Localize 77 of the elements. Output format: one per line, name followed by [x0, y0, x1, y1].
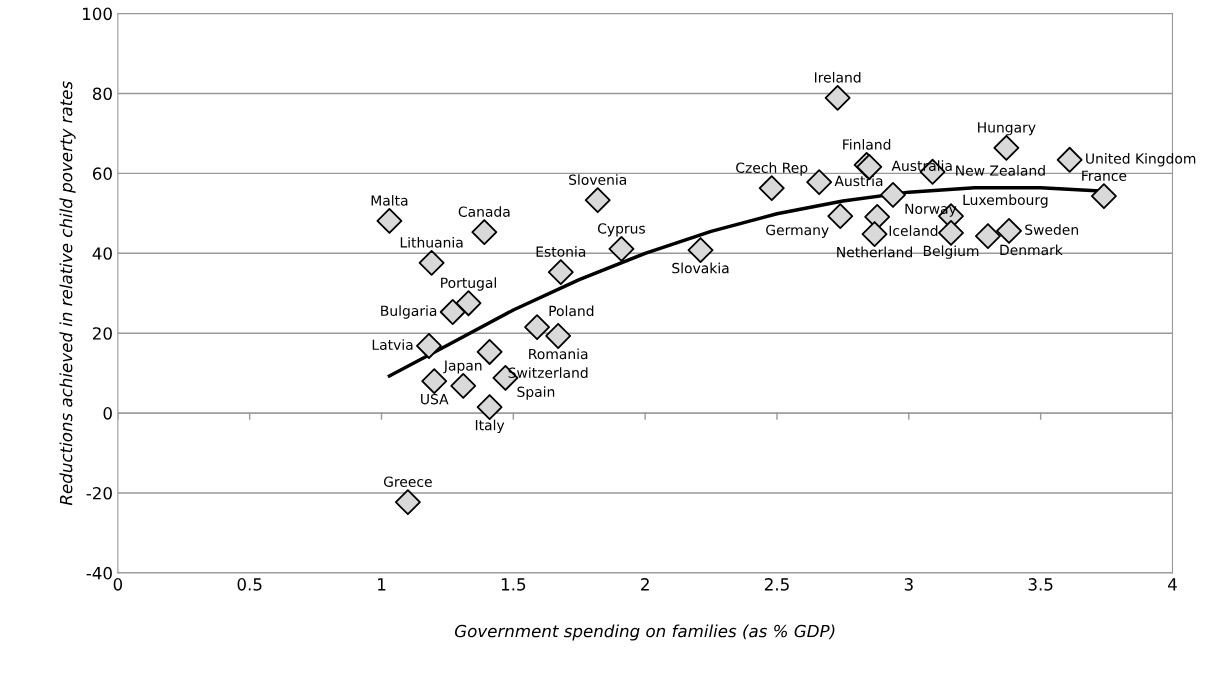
annotation: Romania — [529, 348, 588, 360]
x-axis-title: Government spending on families (as % GDP) — [454, 624, 835, 641]
point — [993, 134, 1020, 161]
point — [545, 323, 572, 349]
x-tick-label: 0 — [113, 578, 123, 591]
annotation: Italy — [475, 419, 505, 434]
annotation: Czech Rep — [736, 162, 808, 176]
point — [455, 290, 482, 317]
y-tick-label: 100 — [83, 7, 112, 21]
point — [687, 237, 714, 264]
annotation: Austria — [834, 175, 883, 187]
x-tick-label: 0.5 — [237, 578, 262, 591]
annotation: Denmark — [1000, 244, 1063, 256]
point — [450, 372, 477, 399]
y-tick-label: 80 — [92, 87, 112, 101]
annotation: Netherland — [837, 246, 912, 258]
point — [608, 235, 635, 262]
annotation: Ireland — [814, 71, 861, 83]
x-tick-label: 2 — [641, 578, 649, 591]
annotation: Belgium — [923, 245, 979, 259]
point — [476, 394, 503, 421]
point — [758, 175, 785, 202]
annotation: Japan — [443, 360, 482, 374]
point — [824, 84, 851, 111]
x-tick-label: 4 — [1167, 578, 1177, 591]
annotation: Iceland — [889, 225, 938, 237]
annotation: USA — [421, 393, 449, 405]
annotation: New Zealand — [956, 165, 1045, 176]
x-tick-label: 2.5 — [764, 578, 789, 591]
annotation: Portugal — [441, 277, 496, 291]
point — [584, 187, 611, 214]
point — [996, 217, 1022, 244]
x-tick-label: 1 — [378, 578, 386, 591]
annotation: United Kingdom — [1086, 153, 1196, 167]
point — [547, 259, 574, 285]
annotation: Cyprus — [597, 223, 645, 237]
annotation: Slovenia — [569, 174, 626, 185]
point — [827, 203, 854, 230]
point — [938, 219, 964, 246]
y-tick-label: -20 — [86, 486, 112, 500]
annotation: Canada — [458, 206, 510, 217]
annotation: Bulgaria — [381, 305, 437, 319]
point — [1090, 183, 1117, 210]
point — [861, 221, 888, 248]
annotation: Hungary — [978, 122, 1036, 136]
annotation: Slovakia — [672, 262, 729, 274]
y-axis-title: Reductions achieved in relative child poverty rates — [59, 81, 76, 506]
point — [418, 249, 445, 276]
annotation: Spain — [517, 386, 555, 400]
annotation: Malta — [371, 194, 408, 206]
point — [394, 489, 421, 516]
point — [1056, 146, 1083, 173]
point — [864, 203, 891, 230]
x-tick-label: 3.5 — [1028, 578, 1053, 591]
annotation: Lithuania — [400, 236, 463, 248]
point — [439, 299, 466, 325]
annotation: Germany — [766, 224, 829, 238]
point — [376, 207, 403, 234]
y-tick-label: 20 — [93, 327, 112, 340]
annotation: France — [1082, 170, 1127, 181]
point — [524, 314, 550, 341]
point — [416, 333, 442, 359]
y-tick-label: 60 — [92, 167, 112, 180]
point — [806, 169, 833, 196]
y-tick-label: 40 — [92, 247, 112, 260]
y-tick-label: 0 — [103, 407, 112, 420]
annotation: Luxembourg — [963, 194, 1048, 208]
annotation: Sweden — [1025, 224, 1078, 235]
annotation: Estonia — [536, 246, 586, 257]
annotation: Poland — [549, 305, 594, 317]
annotation: Greece — [383, 476, 432, 487]
x-tick-label: 3 — [904, 578, 913, 591]
y-tick-label: -40 — [86, 566, 112, 580]
annotation: Finland — [843, 139, 891, 150]
x-tick-label: 1.5 — [501, 578, 526, 591]
annotation: Latvia — [372, 339, 413, 350]
point — [471, 219, 498, 246]
